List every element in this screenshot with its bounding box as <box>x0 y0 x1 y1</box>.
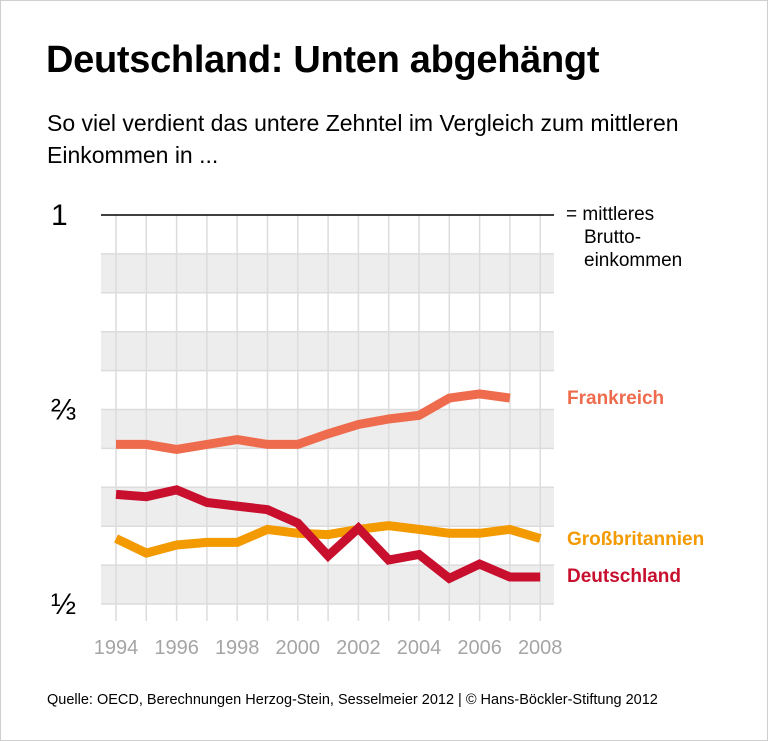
x-tick-label: 2002 <box>336 637 381 659</box>
y-tick-label: ⅔ <box>51 393 76 426</box>
x-tick-label: 1996 <box>154 637 199 659</box>
series-label: Deutschland <box>567 566 681 587</box>
reference-line-label: Brutto- <box>584 227 641 248</box>
series-label: Frankreich <box>567 388 664 409</box>
x-tick-label: 2006 <box>457 637 502 659</box>
chart-title: Deutschland: Unten abgehängt <box>46 39 600 81</box>
series-line-frankreich <box>116 389 511 454</box>
chart-subtitle: So viel verdient das untere Zehntel im V… <box>47 110 679 168</box>
y-tick-label: ½ <box>51 588 76 621</box>
y-tick-label: 1 <box>51 199 68 232</box>
series-label: Großbritannien <box>567 529 704 550</box>
x-tick-label: 2004 <box>397 637 442 659</box>
x-tick-label: 2008 <box>518 637 563 659</box>
x-tick-label: 2000 <box>276 637 321 659</box>
reference-line-label: = mittleres <box>566 204 654 225</box>
x-tick-label: 1994 <box>94 637 139 659</box>
reference-line-label: einkommen <box>584 250 682 271</box>
source-footer: Quelle: OECD, Berechnungen Herzog-Stein,… <box>47 692 658 708</box>
x-tick-label: 1998 <box>215 637 260 659</box>
